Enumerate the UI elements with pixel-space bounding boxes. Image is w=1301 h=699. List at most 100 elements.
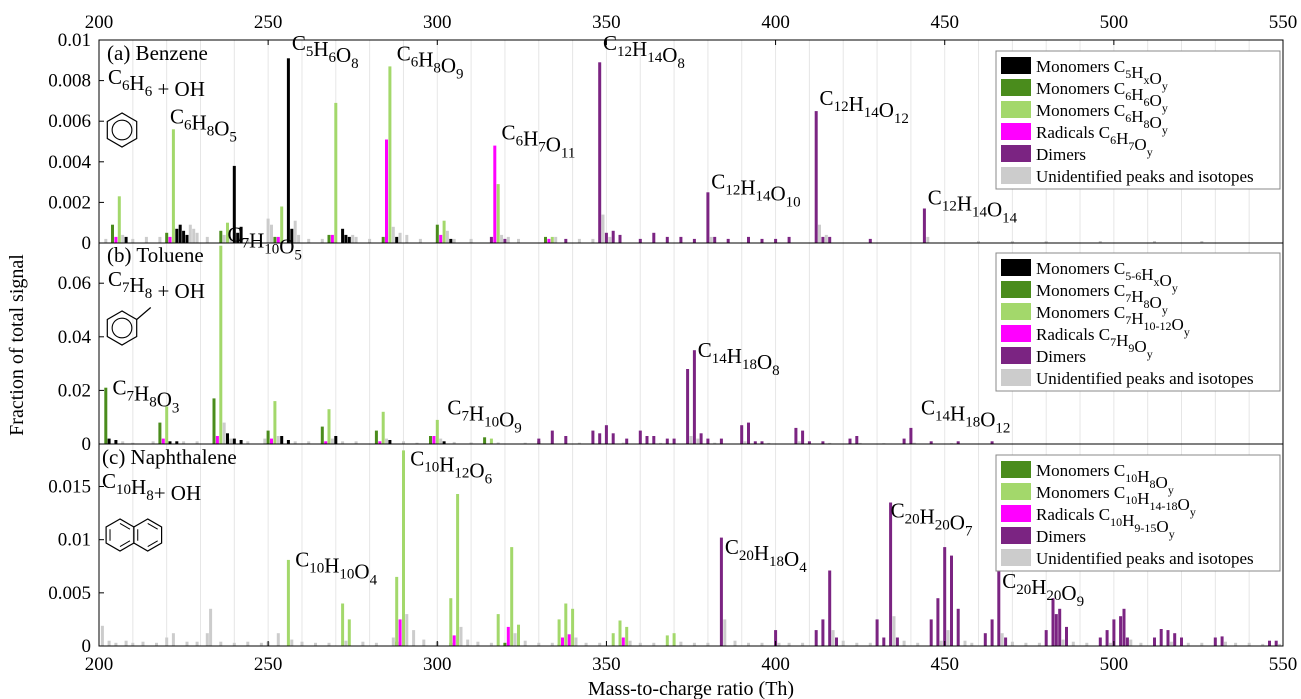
x-tick-label: 450 <box>930 654 959 675</box>
bar <box>787 236 791 243</box>
bar <box>922 208 926 243</box>
subscript: 5 <box>294 248 302 264</box>
bar <box>977 241 980 243</box>
subscript: 9-15 <box>1134 521 1156 535</box>
bar <box>929 441 933 444</box>
subscript: 10 <box>116 482 131 498</box>
subscript: y <box>1147 145 1153 159</box>
bar <box>574 637 578 646</box>
bar <box>144 236 148 243</box>
y-tick-label: 0.06 <box>58 273 91 294</box>
bar <box>1010 241 1014 243</box>
bar <box>625 626 629 646</box>
bar <box>158 236 162 243</box>
peak-label: C14H18O8 <box>698 338 780 379</box>
x-tick-label-top: 500 <box>1100 12 1129 33</box>
bar <box>398 232 402 243</box>
subscript: y <box>1190 505 1196 519</box>
panel-c-frame <box>98 443 1284 647</box>
text-run: O <box>879 98 894 122</box>
bar <box>946 630 950 646</box>
subscript: 20 <box>1016 582 1031 598</box>
subscript: 14 <box>647 50 663 66</box>
x-tick-label-top: 350 <box>592 12 621 33</box>
bar <box>1200 241 1204 243</box>
bar <box>912 442 916 444</box>
peak-label: C7H8O3 <box>113 375 180 416</box>
bar <box>767 442 771 444</box>
bar <box>344 234 348 243</box>
bar <box>584 642 588 646</box>
text-run: H <box>249 229 264 253</box>
subscript: y <box>1162 101 1168 115</box>
bar <box>774 630 778 646</box>
subscript: 7 <box>122 280 130 296</box>
bar <box>351 234 355 243</box>
subscript: 9 <box>514 421 522 437</box>
legend-swatch <box>1001 281 1031 298</box>
legend-swatch <box>1001 145 1031 162</box>
bar <box>611 230 615 243</box>
bar <box>598 642 602 646</box>
aromatic-circle <box>111 317 133 339</box>
bar <box>618 620 622 646</box>
peak-label: C12H14O8 <box>603 31 685 72</box>
bar <box>117 196 121 243</box>
bar <box>307 441 311 444</box>
bar <box>178 224 182 243</box>
text-run: O <box>214 116 229 140</box>
bar <box>469 442 473 444</box>
subscript: 6 <box>122 78 130 94</box>
subscript: 14 <box>755 188 771 204</box>
bar <box>439 234 443 243</box>
text-run: C <box>711 169 725 193</box>
bar <box>692 350 696 444</box>
subscript: 18 <box>965 415 980 431</box>
bar <box>286 58 290 243</box>
subscript: 9 <box>456 66 464 82</box>
subscript: 6 <box>1144 95 1150 109</box>
bar <box>564 603 568 646</box>
x-axis-label: Mass-to-charge ratio (Th) <box>588 678 794 699</box>
bar <box>895 637 899 646</box>
legend-swatch <box>1001 369 1031 386</box>
bar <box>489 438 493 444</box>
subscript: y <box>1162 79 1168 93</box>
bar <box>402 441 405 444</box>
subscript: 14 <box>1002 210 1018 226</box>
text-run: O <box>784 547 799 571</box>
y-tick-label: 0.002 <box>48 192 91 213</box>
text-run: C <box>292 31 306 55</box>
subscript: 8 <box>433 60 441 76</box>
text-run: C <box>228 223 242 247</box>
bar <box>205 633 209 646</box>
subscript: 10 <box>1110 515 1122 529</box>
bar <box>686 369 690 444</box>
text-run: H <box>192 110 207 134</box>
legend-swatch <box>1001 259 1031 276</box>
bar <box>537 642 541 646</box>
subscript: 10 <box>424 460 439 476</box>
text-run: C <box>928 185 942 209</box>
y-tick-label: 0.04 <box>58 327 92 348</box>
x-tick-label: 400 <box>761 654 790 675</box>
subscript: 5 <box>306 44 314 60</box>
legend-box <box>995 454 1281 572</box>
text-run: Monomers C <box>1036 259 1125 278</box>
subscript: y <box>1172 281 1178 295</box>
bar <box>679 641 683 646</box>
bar <box>1153 241 1156 243</box>
subscript: 7 <box>538 140 546 156</box>
bar <box>1112 619 1116 646</box>
bar <box>100 625 104 646</box>
text-run: O <box>980 408 995 432</box>
legend-entry: Radicals C7H9Oy <box>1036 325 1153 361</box>
bar <box>875 619 879 646</box>
y-tick-label: 0 <box>82 636 92 657</box>
subscript: 10 <box>1125 471 1137 485</box>
subscript: 8 <box>351 56 359 72</box>
bar <box>290 228 294 243</box>
text-run: O <box>987 197 1002 221</box>
bar <box>449 238 453 243</box>
subscript: 12 <box>617 44 632 60</box>
